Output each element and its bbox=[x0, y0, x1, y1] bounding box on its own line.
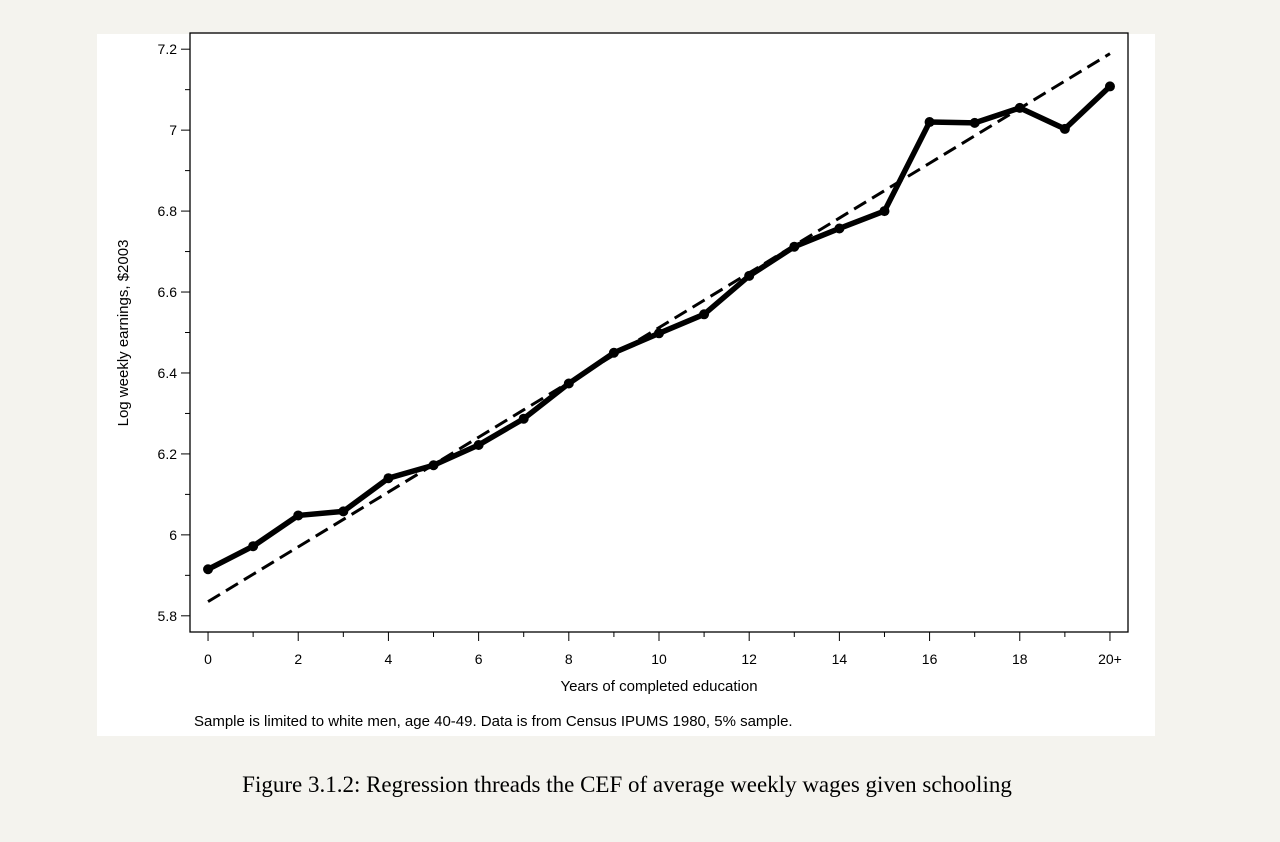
x-tick-label: 10 bbox=[651, 651, 667, 667]
cef-point bbox=[1059, 123, 1070, 134]
cef-point bbox=[654, 328, 664, 339]
figure-caption: Figure 3.1.2: Regression threads the CEF… bbox=[242, 772, 1012, 797]
x-tick-label: 4 bbox=[385, 651, 393, 667]
cef-point bbox=[744, 270, 755, 281]
x-tick-label: 16 bbox=[922, 651, 938, 667]
y-tick-label: 7 bbox=[169, 122, 177, 138]
cef-point bbox=[518, 413, 529, 424]
x-tick-label: 2 bbox=[294, 651, 302, 667]
y-tick-label: 7.2 bbox=[158, 41, 178, 57]
cef-point bbox=[428, 460, 439, 471]
cef-point bbox=[473, 440, 484, 451]
cef-point bbox=[924, 117, 935, 128]
chart-panel bbox=[97, 34, 1155, 736]
y-tick-label: 5.8 bbox=[158, 608, 178, 624]
cef-point bbox=[338, 506, 349, 517]
cef-point bbox=[248, 541, 259, 552]
x-tick-label: 14 bbox=[832, 651, 848, 667]
cef-point bbox=[879, 206, 890, 217]
y-axis: 5.8 6 6.2 6.4 6.6 6.8 7 7.2 bbox=[158, 41, 190, 624]
cef-point bbox=[789, 241, 800, 252]
x-tick-label: 18 bbox=[1012, 651, 1028, 667]
y-axis-title: Log weekly earnings, $2003 bbox=[115, 240, 132, 427]
regression-line bbox=[207, 52, 1111, 603]
cef-point bbox=[203, 564, 214, 575]
cef-point bbox=[563, 378, 574, 389]
y-tick-label: 6.8 bbox=[158, 203, 178, 219]
cef-point bbox=[293, 510, 304, 521]
x-tick-label: 0 bbox=[204, 651, 212, 667]
y-tick-label: 6.6 bbox=[158, 284, 178, 300]
x-tick-label: 20+ bbox=[1098, 651, 1122, 667]
x-tick-label: 12 bbox=[741, 651, 757, 667]
x-axis: 0 2 4 6 8 10 12 14 16 18 20+ bbox=[204, 632, 1122, 667]
y-tick-label: 6.4 bbox=[158, 365, 178, 381]
y-tick-label: 6.2 bbox=[158, 446, 178, 462]
x-axis-title: Years of completed education bbox=[560, 678, 757, 695]
cef-point bbox=[1014, 102, 1025, 113]
y-tick-label: 6 bbox=[169, 527, 177, 543]
sample-note: Sample is limited to white men, age 40-4… bbox=[194, 713, 793, 730]
series-layer bbox=[203, 52, 1115, 603]
cef-point bbox=[383, 473, 394, 484]
x-tick-label: 8 bbox=[565, 651, 573, 667]
cef-point bbox=[608, 347, 619, 358]
cef-point bbox=[1104, 81, 1115, 92]
cef-point bbox=[699, 309, 710, 320]
x-tick-label: 6 bbox=[475, 651, 483, 667]
cef-point bbox=[969, 117, 980, 128]
cef-point bbox=[834, 223, 845, 234]
